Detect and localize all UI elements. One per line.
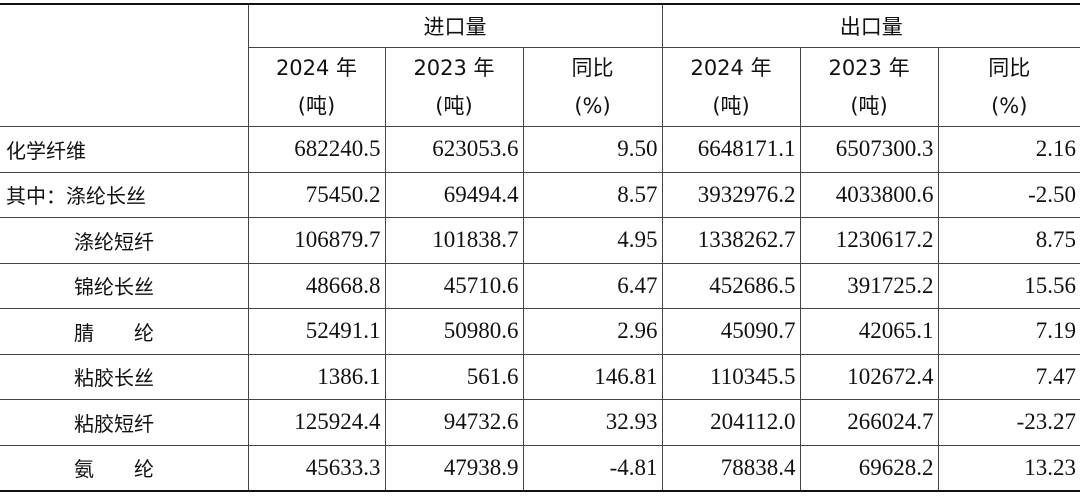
- value-cell: 32.93: [522, 399, 663, 446]
- value-cell: 45633.3: [247, 444, 386, 492]
- column-unit: (吨): [850, 94, 888, 118]
- value-cell: -2.50: [937, 171, 1080, 218]
- value-cell: 75450.2: [247, 171, 386, 218]
- value-cell: 110345.5: [661, 353, 801, 400]
- column-header: 同比 (%): [937, 47, 1080, 127]
- column-unit: (吨): [712, 94, 750, 118]
- row-label: 粘胶短纤: [0, 399, 249, 446]
- row-label: 氨 纶: [0, 444, 249, 492]
- value-cell: 15.56: [937, 262, 1080, 309]
- value-cell: 1230617.2: [799, 217, 939, 264]
- data-row: 其中：涤纶长丝 75450.2 69494.4 8.57 3932976.2 403380…: [0, 171, 1080, 218]
- value-cell: 8.75: [937, 217, 1080, 264]
- value-cell: 45710.6: [384, 262, 524, 309]
- value-cell: 6.47: [522, 262, 663, 309]
- group-header-row: 进口量 出口量: [0, 3, 1080, 48]
- data-row: 锦纶长丝 48668.8 45710.6 6.47 452686.5 391725.2 15…: [0, 262, 1080, 309]
- value-cell: -4.81: [522, 444, 663, 492]
- value-cell: 13.23: [937, 444, 1080, 492]
- column-year: 2023 年: [828, 56, 910, 80]
- value-cell: 6507300.3: [799, 126, 939, 173]
- value-cell: 561.6: [384, 353, 524, 400]
- corner-cell: [0, 47, 249, 127]
- column-header: 2023 年 (吨): [384, 47, 524, 127]
- data-table: 进口量 出口量 2024 年 (吨) 2023 年 (吨) 同比 (%) 2024 年 (吨)…: [0, 3, 1080, 492]
- group-header: 进口量: [247, 3, 663, 48]
- column-header: 2024 年 (吨): [247, 47, 386, 127]
- value-cell: 69494.4: [384, 171, 524, 218]
- row-label: 其中：涤纶长丝: [0, 171, 249, 218]
- value-cell: 8.57: [522, 171, 663, 218]
- value-cell: 50980.6: [384, 308, 524, 355]
- column-year: 同比: [571, 56, 614, 80]
- table-body: 进口量 出口量 2024 年 (吨) 2023 年 (吨) 同比 (%) 2024 年 (吨)…: [0, 3, 1080, 492]
- value-cell: 48668.8: [247, 262, 386, 309]
- corner-cell: [0, 3, 249, 48]
- data-row: 涤纶短纤 106879.7 101838.7 4.95 1338262.7 1230617…: [0, 217, 1080, 264]
- value-cell: 266024.7: [799, 399, 939, 446]
- value-cell: 7.19: [937, 308, 1080, 355]
- value-cell: 682240.5: [247, 126, 386, 173]
- column-header: 同比 (%): [522, 47, 663, 127]
- value-cell: 2.96: [522, 308, 663, 355]
- row-label: 腈 纶: [0, 308, 249, 355]
- value-cell: 47938.9: [384, 444, 524, 492]
- value-cell: 69628.2: [799, 444, 939, 492]
- value-cell: 101838.7: [384, 217, 524, 264]
- data-row: 粘胶短纤 125924.4 94732.6 32.93 204112.0 266024.7…: [0, 399, 1080, 446]
- column-year: 2024 年: [275, 56, 358, 80]
- row-label: 化学纤维: [0, 126, 249, 173]
- data-row: 粘胶长丝 1386.1 561.6 146.81 110345.5 102672.4 7.4…: [0, 353, 1080, 400]
- column-header-row: 2024 年 (吨) 2023 年 (吨) 同比 (%) 2024 年 (吨) 2023 年 (吨…: [0, 47, 1080, 127]
- column-unit: (吨): [435, 94, 473, 118]
- column-header: 2023 年 (吨): [799, 47, 939, 127]
- value-cell: 125924.4: [247, 399, 386, 446]
- value-cell: 52491.1: [247, 308, 386, 355]
- value-cell: 1338262.7: [661, 217, 801, 264]
- column-header: 2024 年 (吨): [661, 47, 801, 127]
- data-row: 化学纤维 682240.5 623053.6 9.50 6648171.1 6507300…: [0, 126, 1080, 173]
- value-cell: 94732.6: [384, 399, 524, 446]
- column-year: 2024 年: [690, 56, 772, 80]
- column-unit: (%): [991, 94, 1028, 118]
- row-label: 锦纶长丝: [0, 262, 249, 309]
- column-year: 同比: [988, 56, 1031, 80]
- value-cell: 391725.2: [799, 262, 939, 309]
- value-cell: 106879.7: [247, 217, 386, 264]
- column-unit: (吨): [297, 94, 336, 118]
- value-cell: 146.81: [522, 353, 663, 400]
- value-cell: 7.47: [937, 353, 1080, 400]
- value-cell: 9.50: [522, 126, 663, 173]
- value-cell: 204112.0: [661, 399, 801, 446]
- column-unit: (%): [574, 94, 611, 118]
- value-cell: 102672.4: [799, 353, 939, 400]
- value-cell: -23.27: [937, 399, 1080, 446]
- value-cell: 3932976.2: [661, 171, 801, 218]
- value-cell: 2.16: [937, 126, 1080, 173]
- value-cell: 1386.1: [247, 353, 386, 400]
- value-cell: 42065.1: [799, 308, 939, 355]
- value-cell: 4033800.6: [799, 171, 939, 218]
- value-cell: 623053.6: [384, 126, 524, 173]
- data-row: 腈 纶 52491.1 50980.6 2.96 45090.7 42065.1 7.19: [0, 308, 1080, 355]
- column-year: 2023 年: [413, 56, 495, 80]
- row-label: 涤纶短纤: [0, 217, 249, 264]
- value-cell: 78838.4: [661, 444, 801, 492]
- value-cell: 452686.5: [661, 262, 801, 309]
- value-cell: 45090.7: [661, 308, 801, 355]
- data-row: 氨 纶 45633.3 47938.9 -4.81 78838.4 69628.2 13.2…: [0, 444, 1080, 492]
- value-cell: 6648171.1: [661, 126, 801, 173]
- row-label: 粘胶长丝: [0, 353, 249, 400]
- value-cell: 4.95: [522, 217, 663, 264]
- group-header: 出口量: [661, 3, 1080, 48]
